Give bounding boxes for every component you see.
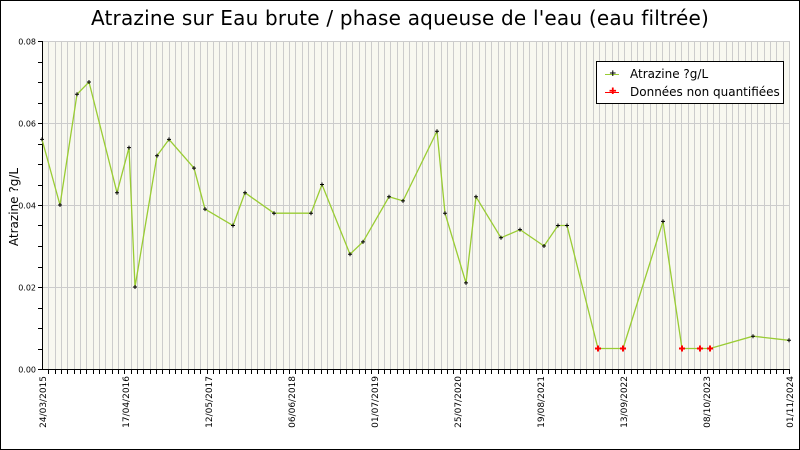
data-point bbox=[127, 145, 131, 150]
data-point bbox=[787, 338, 791, 343]
data-point bbox=[751, 334, 755, 339]
x-tick-label: 12/05/2017 bbox=[205, 376, 215, 428]
data-point bbox=[361, 239, 365, 244]
data-point bbox=[556, 223, 560, 228]
data-point bbox=[474, 194, 478, 199]
data-point bbox=[203, 207, 207, 212]
data-point bbox=[75, 92, 79, 97]
y-tick-label: 0.02 bbox=[18, 284, 36, 293]
y-tick-label: 0.08 bbox=[18, 38, 36, 47]
data-point-non-quantified bbox=[679, 345, 685, 352]
data-point bbox=[542, 244, 546, 248]
data-point bbox=[272, 211, 276, 216]
data-point bbox=[518, 227, 522, 232]
data-point bbox=[565, 223, 569, 228]
data-point bbox=[58, 203, 62, 207]
legend: + Atrazine ?g/L ✚ Données non quantifiée… bbox=[596, 61, 784, 104]
data-point-non-quantified bbox=[697, 345, 703, 352]
data-point bbox=[243, 190, 247, 195]
legend-item-atrazine: + Atrazine ?g/L bbox=[605, 65, 708, 83]
y-tick-label: 0.00 bbox=[18, 366, 36, 375]
x-tick-label: 13/09/2022 bbox=[620, 376, 630, 428]
data-point bbox=[133, 285, 137, 289]
y-tick-label: 0.04 bbox=[18, 202, 36, 211]
legend-swatch-atrazine: + bbox=[605, 69, 619, 79]
data-point-non-quantified bbox=[595, 345, 601, 352]
x-tick-label: 08/10/2023 bbox=[703, 376, 713, 428]
data-point bbox=[661, 219, 665, 224]
data-point bbox=[231, 223, 235, 228]
data-point bbox=[387, 194, 391, 199]
data-point bbox=[443, 211, 447, 216]
legend-label-non-quantified: Données non quantifiées bbox=[630, 85, 780, 99]
legend-item-non-quantified: ✚ Données non quantifiées bbox=[605, 83, 780, 101]
data-point bbox=[87, 80, 91, 84]
x-tick-label: 17/04/2016 bbox=[122, 376, 132, 428]
data-point-non-quantified bbox=[707, 345, 713, 352]
data-point bbox=[155, 153, 159, 158]
x-tick-label: 19/08/2021 bbox=[537, 376, 547, 428]
x-tick-label: 01/07/2019 bbox=[371, 376, 381, 428]
data-point bbox=[40, 137, 44, 142]
x-tick-label: 06/06/2018 bbox=[288, 376, 298, 428]
data-point bbox=[320, 182, 324, 187]
data-point bbox=[192, 166, 196, 171]
x-tick-label: 25/07/2020 bbox=[454, 376, 464, 428]
data-point bbox=[167, 137, 171, 142]
x-tick-label: 24/03/2015 bbox=[39, 376, 49, 428]
data-point bbox=[115, 190, 119, 195]
legend-swatch-non-quantified: ✚ bbox=[605, 87, 619, 97]
data-point bbox=[401, 198, 405, 203]
legend-label-atrazine: Atrazine ?g/L bbox=[630, 67, 709, 81]
data-point bbox=[309, 211, 313, 216]
data-point bbox=[435, 129, 439, 134]
data-point bbox=[499, 235, 503, 240]
chart-title: Atrazine sur Eau brute / phase aqueuse d… bbox=[90, 6, 710, 30]
x-tick-label: 01/11/2024 bbox=[786, 376, 796, 428]
data-point bbox=[348, 252, 352, 257]
y-tick-label: 0.06 bbox=[18, 120, 36, 129]
data-point-non-quantified bbox=[620, 345, 626, 352]
data-point bbox=[464, 280, 468, 285]
